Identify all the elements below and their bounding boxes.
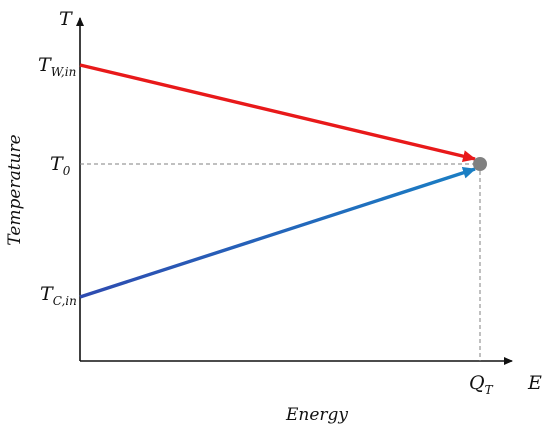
equilibrium-temp-label: T0: [50, 153, 71, 178]
hot-stream-arrow: [79, 63, 476, 163]
energy-total-label: QT: [469, 372, 494, 397]
y-axis-symbol: T: [59, 8, 73, 30]
x-axis-title: Energy: [285, 405, 348, 425]
y-axis-title: Temperature: [5, 134, 25, 245]
equilibrium-point: [473, 157, 487, 171]
hot-inlet-label: TW,in: [38, 54, 76, 79]
cold-stream-arrow: [79, 166, 476, 299]
cold-inlet-label: TC,in: [40, 283, 77, 308]
x-axis-symbol: E: [527, 372, 542, 394]
